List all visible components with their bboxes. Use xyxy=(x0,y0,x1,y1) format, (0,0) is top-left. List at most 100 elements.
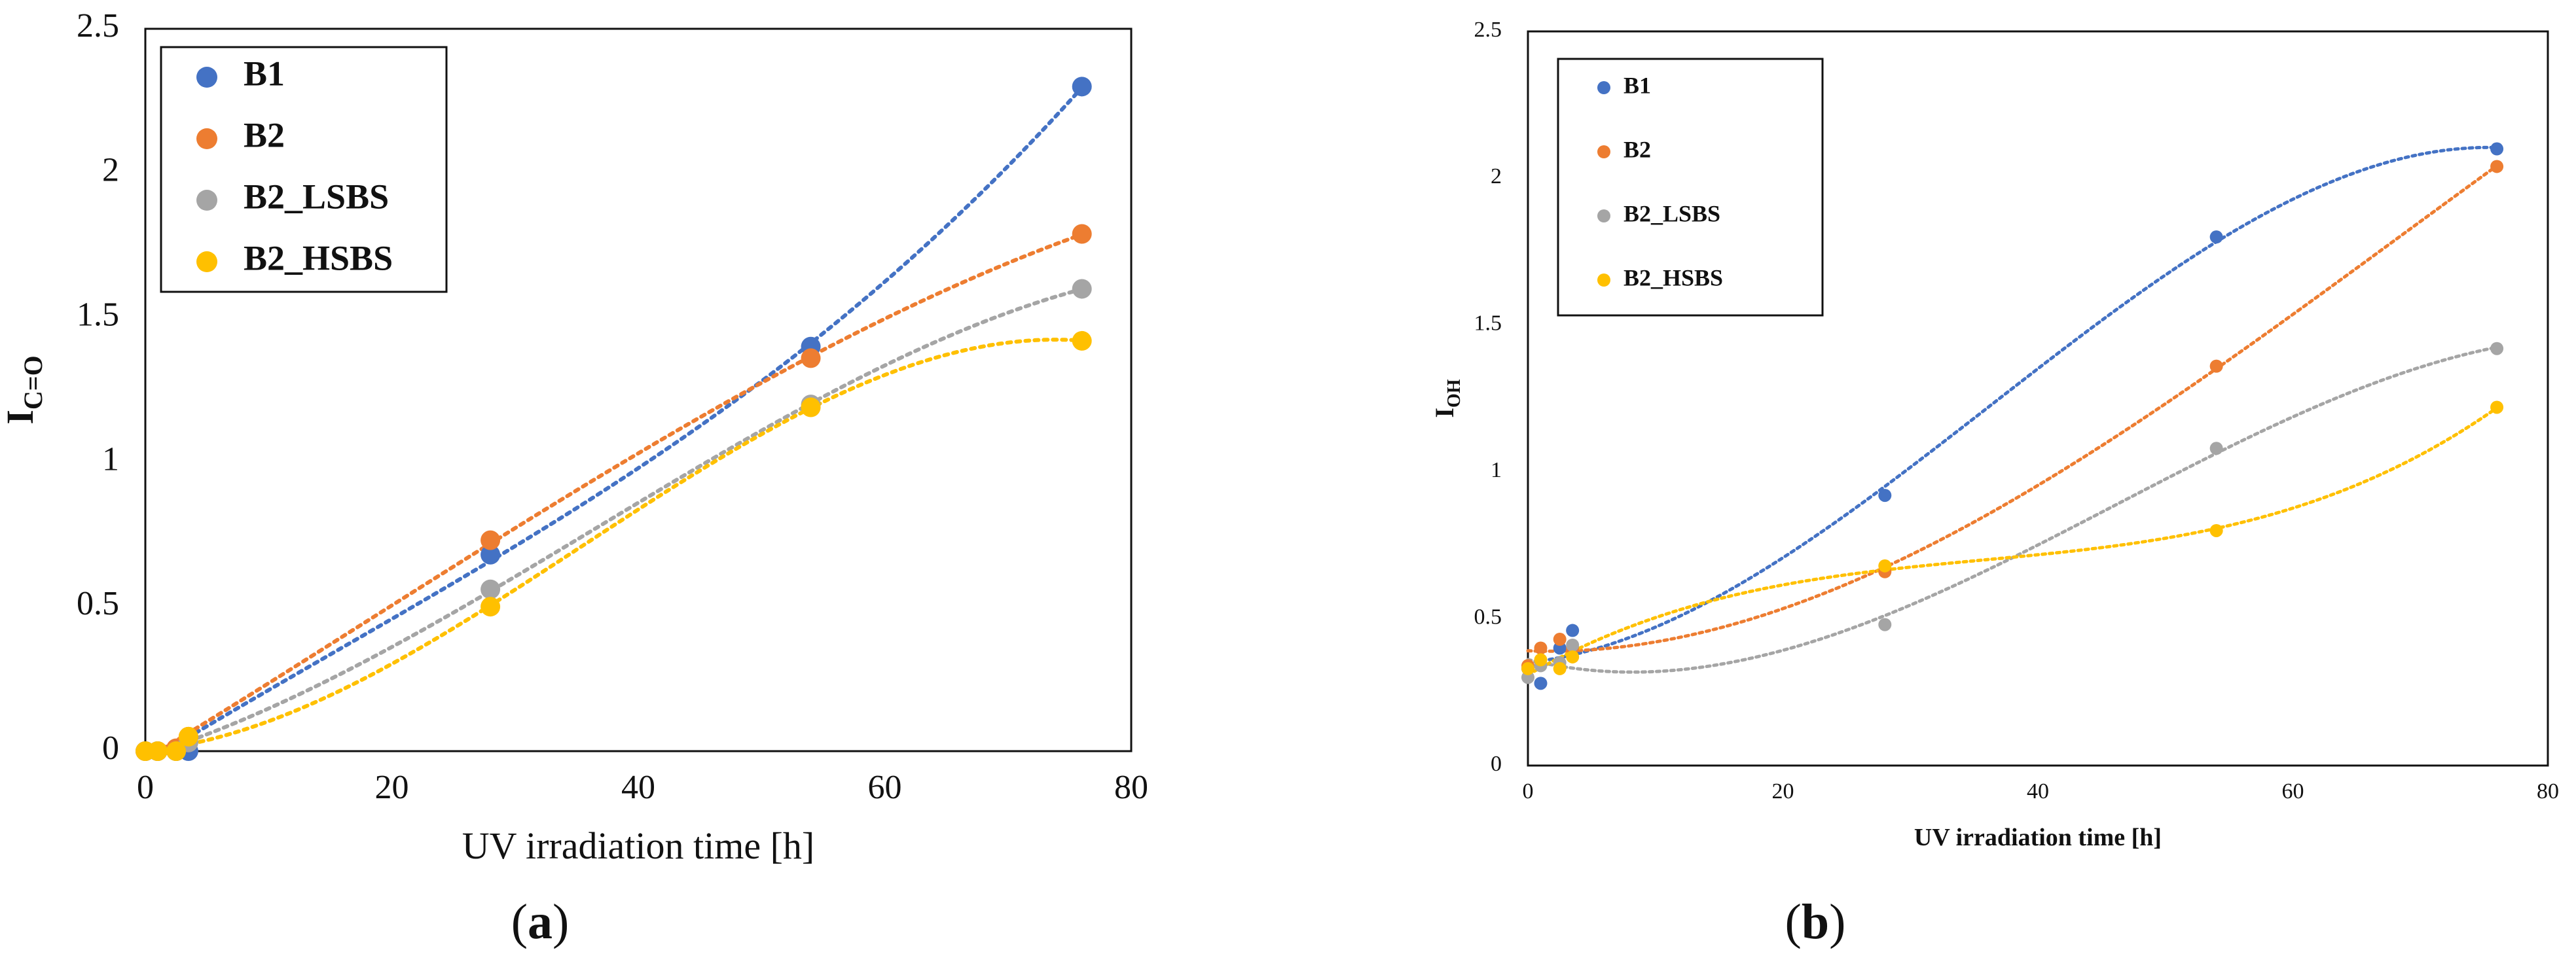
data-point-B2_HSBS xyxy=(1521,662,1534,675)
data-point-B2_LSBS xyxy=(2209,442,2223,455)
data-point-B2_HSBS xyxy=(147,741,168,761)
legend-label: B1 xyxy=(1624,72,1651,98)
data-point-B1 xyxy=(1072,77,1092,97)
trendline-B1 xyxy=(143,85,1084,753)
y-tick-label: 1 xyxy=(1491,458,1502,482)
data-point-B2_HSBS xyxy=(2209,523,2223,537)
data-point-B1 xyxy=(481,544,501,565)
data-point-B2_LSBS xyxy=(1566,638,1580,652)
y-axis-title: IOH xyxy=(1430,379,1464,417)
panel-caption: (a) xyxy=(511,894,570,949)
y-tick-label: 1 xyxy=(102,440,119,478)
chart-panel-a: 0 20 40 60 80 0 0.5 1 1.5 2 2.5 UV irradiation time… xyxy=(0,7,1148,949)
legend-marker-B1 xyxy=(196,67,217,88)
x-tick-label: 0 xyxy=(137,769,154,806)
legend-label: B2_HSBS xyxy=(244,238,393,277)
data-point-B2 xyxy=(1072,224,1092,244)
data-point-B2_LSBS xyxy=(1878,618,1892,631)
data-point-B1 xyxy=(2490,142,2504,156)
legend-marker-B2_LSBS xyxy=(196,190,217,211)
data-point-B2_LSBS xyxy=(1072,279,1092,299)
data-point-B1 xyxy=(1878,489,1892,503)
y-axis-title-subscript: C=O xyxy=(18,355,48,410)
data-point-B2 xyxy=(481,530,501,550)
legend-label: B2_HSBS xyxy=(1624,264,1723,291)
legend-label: B2 xyxy=(244,115,285,154)
legend-label: B2_LSBS xyxy=(1624,200,1720,226)
caption-open-paren: ( xyxy=(511,894,528,949)
data-point-B2_HSBS xyxy=(1072,330,1092,351)
data-point-B1 xyxy=(1566,624,1580,637)
y-tick-label: 2.5 xyxy=(1474,18,1502,42)
y-tick-label: 1.5 xyxy=(1474,311,1502,336)
y-tick-label: 0 xyxy=(102,730,119,767)
y-tick-label: 2 xyxy=(102,152,119,189)
legend-label: B2_LSBS xyxy=(244,177,389,216)
legend: B1 B2 B2_LSBS B2_HSBS xyxy=(160,46,448,293)
legend-box xyxy=(1557,58,1824,317)
x-tick-label: 40 xyxy=(621,769,655,806)
trendline-B1 xyxy=(1526,145,2499,665)
y-tick-label: 2 xyxy=(1491,164,1502,188)
trendline-B2_HSBS xyxy=(1526,406,2499,677)
data-point-B1 xyxy=(2209,230,2223,244)
data-point-B2_HSBS xyxy=(481,597,501,617)
caption-letter: b xyxy=(1802,894,1829,949)
caption-close-paren: ) xyxy=(553,894,569,949)
legend-marker-B2_HSBS xyxy=(196,251,217,272)
x-axis-title: UV irradiation time [h] xyxy=(462,824,815,867)
plot-area-frame xyxy=(144,27,1133,752)
y-axis-title-subscript: OH xyxy=(1444,379,1464,408)
y-axis-title: IC=O xyxy=(0,355,48,424)
data-point-B2_HSBS xyxy=(1878,559,1892,573)
data-point-B1 xyxy=(1534,677,1548,690)
data-point-B2_HSBS xyxy=(166,741,187,761)
y-tick-label: 0.5 xyxy=(77,585,119,622)
trendline-B2_LSBS xyxy=(143,287,1084,753)
legend-marker-B2 xyxy=(1597,145,1610,158)
y-tick-label: 0 xyxy=(1491,752,1502,776)
x-tick-label: 20 xyxy=(375,769,409,806)
caption-close-paren: ) xyxy=(1829,894,1845,949)
legend-marker-B2 xyxy=(196,128,217,149)
data-point-B2 xyxy=(801,348,821,368)
y-tick-label: 0.5 xyxy=(1474,605,1502,629)
x-tick-label: 60 xyxy=(2282,779,2304,803)
data-point-B2 xyxy=(1553,633,1567,646)
data-point-B2_LSBS xyxy=(481,579,501,599)
trendline-B2 xyxy=(1526,164,2499,653)
legend-label: B1 xyxy=(244,54,285,93)
x-tick-label: 20 xyxy=(1772,779,1794,803)
x-axis-title: UV irradiation time [h] xyxy=(1914,824,2162,851)
plot-area-frame xyxy=(1527,30,2549,767)
caption-open-paren: ( xyxy=(1785,894,1802,949)
legend-marker-B2_HSBS xyxy=(1597,274,1610,287)
y-tick-label: 1.5 xyxy=(77,296,119,334)
data-point-B2 xyxy=(2209,359,2223,373)
x-tick-label: 0 xyxy=(1523,779,1534,803)
y-axis-title-main: I xyxy=(1430,408,1459,418)
trendline-B2 xyxy=(143,232,1084,753)
data-point-B2_HSBS xyxy=(178,726,198,747)
trendline-B2_HSBS xyxy=(143,338,1084,753)
data-point-B2_HSBS xyxy=(1566,650,1580,663)
x-tick-label: 40 xyxy=(2027,779,2049,803)
legend-marker-B1 xyxy=(1597,81,1610,94)
legend: B1 B2 B2_LSBS B2_HSBS xyxy=(1557,58,1824,317)
caption-letter: a xyxy=(528,894,553,949)
legend-box xyxy=(160,46,448,293)
x-tick-label: 80 xyxy=(1114,769,1148,806)
chart-panel-b: 0 20 40 60 80 0 0.5 1 1.5 2 2.5 UV irradiation time… xyxy=(1430,18,2559,949)
data-point-B2_HSBS xyxy=(1553,662,1567,675)
data-point-B2 xyxy=(1534,641,1548,655)
data-point-B2_LSBS xyxy=(2490,342,2504,355)
data-point-B2_HSBS xyxy=(2490,400,2504,414)
y-axis-title-main: I xyxy=(0,410,41,425)
data-point-B2 xyxy=(2490,160,2504,173)
legend-label: B2 xyxy=(1624,136,1651,162)
y-tick-label: 2.5 xyxy=(77,7,119,44)
x-tick-label: 80 xyxy=(2537,779,2559,803)
trendline-B2_LSBS xyxy=(1526,345,2499,674)
data-point-B2_HSBS xyxy=(1534,653,1548,667)
